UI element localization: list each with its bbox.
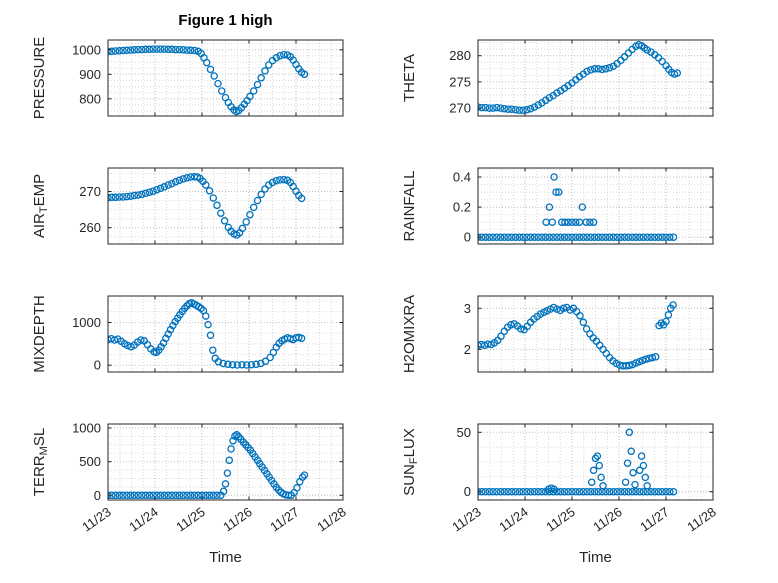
svg-text:900: 900 <box>79 67 101 82</box>
svg-text:3: 3 <box>464 301 471 316</box>
data-points <box>478 173 678 241</box>
tick-marks <box>107 424 344 500</box>
axes-box <box>107 295 344 373</box>
tick-marks <box>107 296 344 372</box>
y-axis-label: RAINFALL <box>401 171 418 242</box>
svg-text:1000: 1000 <box>72 42 101 57</box>
y-axis-label: TERRMSL <box>31 428 50 496</box>
svg-text:11/27: 11/27 <box>267 504 301 534</box>
tick-marks <box>477 296 714 372</box>
svg-text:0: 0 <box>464 230 471 245</box>
svg-text:11/23: 11/23 <box>449 504 483 534</box>
tick-marks <box>107 168 344 244</box>
y-axis-label: AIRTEMP <box>31 174 50 238</box>
subplot-rainfall: 0 0.2 0.4 RAINFALL <box>401 167 714 245</box>
svg-text:800: 800 <box>79 91 101 106</box>
y-tick-labels: 0 0.2 0.4 <box>453 170 471 245</box>
svg-text:11/28: 11/28 <box>314 504 348 534</box>
data-points <box>108 299 306 369</box>
y-axis-label: PRESSURE <box>31 37 48 120</box>
svg-text:11/24: 11/24 <box>496 504 530 534</box>
svg-text:270: 270 <box>79 184 101 199</box>
plot-background <box>478 296 713 372</box>
plot-background <box>478 168 713 244</box>
x-tick-labels: 11/23 11/24 11/25 11/26 11/27 11/28 <box>449 504 718 534</box>
data-points <box>478 40 682 114</box>
subplot-terr-msl: 0 500 1000 11/23 11/24 11/25 11/26 11/27 11/28 Ti… <box>31 421 348 567</box>
tick-marks <box>477 424 714 500</box>
subplot-mixdepth: 0 1000 MIXDEPTH <box>31 295 344 373</box>
grid-lines <box>107 40 344 116</box>
y-axis-label: THETA <box>401 54 418 102</box>
subplot-pressure: 800 900 1000 PRESSURE <box>31 37 344 120</box>
svg-text:11/24: 11/24 <box>126 504 160 534</box>
svg-text:500: 500 <box>79 454 101 469</box>
plot-background <box>108 168 343 244</box>
svg-text:0: 0 <box>464 484 471 499</box>
y-axis-label: SUNFLUX <box>401 428 420 496</box>
svg-text:275: 275 <box>449 74 471 89</box>
svg-text:0.2: 0.2 <box>453 200 471 215</box>
svg-text:11/25: 11/25 <box>543 504 577 534</box>
y-tick-labels: 0 500 1000 <box>72 421 101 503</box>
svg-text:2: 2 <box>464 342 471 357</box>
x-axis-label: Time <box>579 549 612 566</box>
subplot-air-temp: 260 270 AIRTEMP <box>31 167 344 245</box>
y-tick-labels: 23 <box>464 301 471 357</box>
axes-box <box>477 167 714 245</box>
tick-marks <box>107 40 344 116</box>
svg-text:0.4: 0.4 <box>453 170 471 185</box>
y-tick-labels: 0 1000 <box>72 315 101 373</box>
svg-text:11/25: 11/25 <box>173 504 207 534</box>
y-axis-label: MIXDEPTH <box>31 295 48 373</box>
svg-text:11/26: 11/26 <box>220 504 254 534</box>
data-points <box>108 45 309 116</box>
subplot-sun-flux: 0 50 11/23 11/24 11/25 11/26 11/27 11/28 Time SUN… <box>401 423 718 566</box>
data-points <box>478 301 677 370</box>
tick-marks <box>477 40 714 116</box>
svg-text:260: 260 <box>79 220 101 235</box>
y-axis-label: H2OMIXRA <box>401 295 418 373</box>
figure-title: Figure 1 high <box>178 12 273 29</box>
svg-text:0: 0 <box>94 488 101 503</box>
axes-box <box>107 39 344 117</box>
svg-text:0: 0 <box>94 358 101 373</box>
y-tick-labels: 0 50 <box>457 425 471 499</box>
x-axis-label: Time <box>209 549 242 566</box>
svg-text:11/27: 11/27 <box>637 504 671 534</box>
data-points <box>108 431 309 500</box>
data-points <box>478 428 678 496</box>
svg-text:280: 280 <box>449 48 471 63</box>
svg-text:11/23: 11/23 <box>79 504 113 534</box>
plot-background <box>478 40 713 116</box>
axes-box <box>477 295 714 373</box>
svg-text:1000: 1000 <box>72 315 101 330</box>
axes-box <box>477 423 714 501</box>
y-tick-labels: 800 900 1000 <box>72 42 101 106</box>
svg-text:11/28: 11/28 <box>684 504 718 534</box>
y-tick-labels: 270 275 280 <box>449 48 471 115</box>
svg-text:270: 270 <box>449 101 471 116</box>
axes-box <box>107 167 344 245</box>
x-tick-labels: 11/23 11/24 11/25 11/26 11/27 11/28 <box>79 504 348 534</box>
data-points <box>108 172 306 239</box>
svg-text:50: 50 <box>457 425 471 440</box>
axes-box <box>477 39 714 117</box>
tick-marks <box>477 168 714 244</box>
svg-text:1000: 1000 <box>72 421 101 436</box>
svg-text:11/26: 11/26 <box>590 504 624 534</box>
y-tick-labels: 260 270 <box>79 184 101 235</box>
subplot-theta: 270 275 280 THETA <box>401 39 714 117</box>
